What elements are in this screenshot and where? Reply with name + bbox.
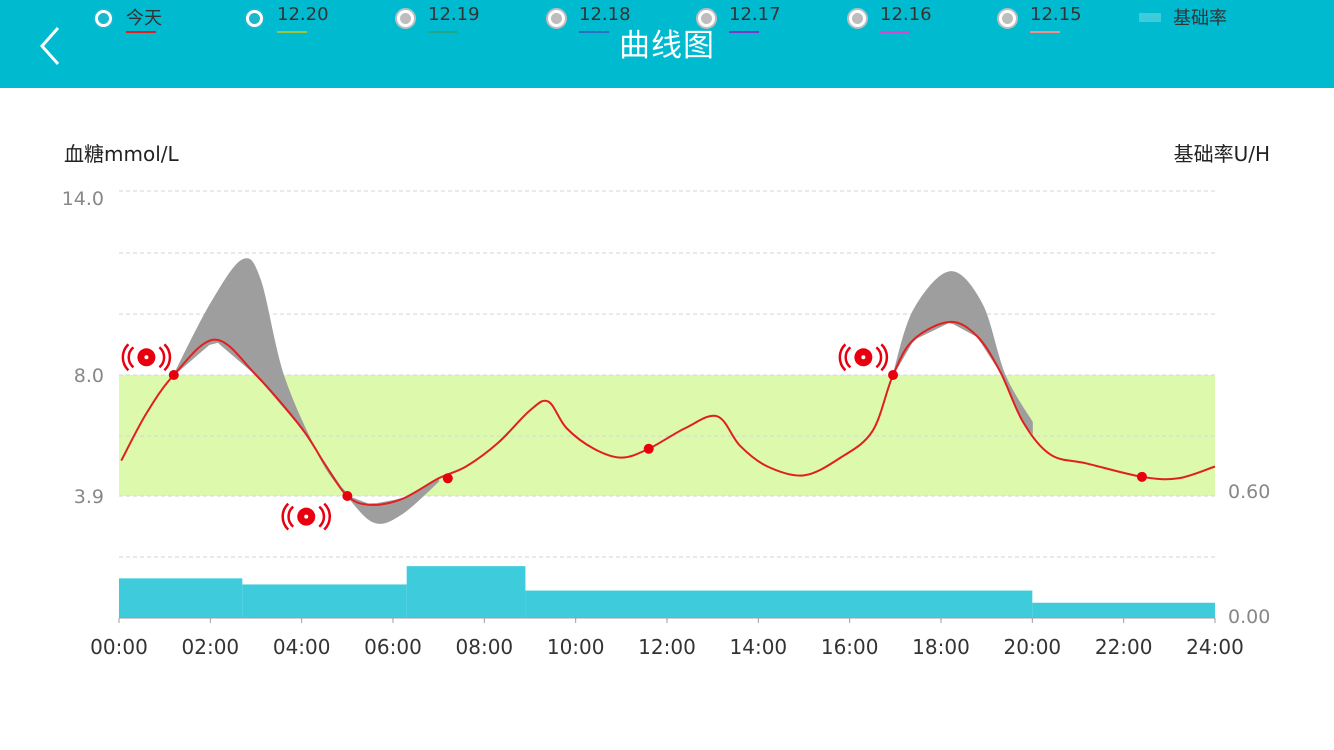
basal-bar [406, 566, 526, 618]
y-right-tick-label: 0.00 [1228, 606, 1270, 628]
x-tick-label: 16:00 [821, 635, 879, 659]
alarm-icon [838, 343, 889, 372]
legend-item-basal[interactable]: 基础率 [1139, 0, 1259, 36]
x-tick-label: 04:00 [273, 635, 331, 659]
radio-dot [98, 13, 109, 24]
x-tick-label: 02:00 [182, 635, 240, 659]
radio-unchecked-icon [696, 8, 717, 29]
legend-item[interactable]: 12.17 [696, 0, 816, 36]
page-title: 曲线图 [619, 28, 715, 64]
radio-dot [1002, 13, 1013, 24]
legend-label: 12.20 [277, 4, 329, 25]
legend-label: 12.17 [729, 4, 781, 25]
x-tick-label: 14:00 [730, 635, 788, 659]
x-tick-label: 00:00 [90, 635, 148, 659]
radio-dot [701, 13, 712, 24]
y-right-tick-label: 0.60 [1228, 481, 1270, 503]
legend-label: 12.16 [880, 4, 932, 25]
right-axis-title: 基础率U/H [1173, 142, 1270, 166]
radio-dot [551, 13, 562, 24]
data-point [1136, 471, 1147, 482]
x-tick-label: 20:00 [1004, 635, 1062, 659]
back-button[interactable] [28, 20, 76, 68]
y-left-tick-label: 3.9 [74, 486, 104, 508]
basal-bar [525, 590, 1033, 618]
legend-color-line [277, 31, 307, 33]
radio-unchecked-icon [997, 8, 1018, 29]
x-tick-label: 10:00 [547, 635, 605, 659]
legend-color-line [428, 31, 458, 33]
radio-unchecked-icon [847, 8, 868, 29]
basal-bar [119, 578, 243, 618]
app-header: 曲线图 [0, 0, 1334, 88]
data-point [888, 370, 899, 380]
legend-item[interactable]: 12.18 [546, 0, 666, 36]
basal-bar [242, 584, 407, 618]
legend-color-line [729, 31, 759, 33]
y-left-tick-label: 8.0 [74, 365, 104, 387]
alarm-icon [121, 343, 172, 372]
legend-item[interactable]: 12.15 [997, 0, 1117, 36]
x-tick-label: 08:00 [456, 635, 514, 659]
x-tick-label: 12:00 [638, 635, 696, 659]
chevron-left-icon [39, 27, 60, 65]
data-point [442, 473, 453, 484]
legend-color-line [1030, 31, 1060, 33]
legend-item[interactable]: 12.19 [395, 0, 515, 36]
legend-item[interactable]: 今天 [93, 0, 213, 36]
radio-dot [852, 13, 863, 24]
legend-color-line [579, 31, 609, 33]
x-tick-label: 06:00 [364, 635, 422, 659]
x-tick-label: 24:00 [1186, 635, 1244, 659]
radio-dot [249, 13, 260, 24]
radio-checked-icon [93, 8, 114, 29]
legend-item[interactable]: 12.20 [244, 0, 364, 36]
x-tick-label: 18:00 [912, 635, 970, 659]
basal-swatch [1139, 13, 1161, 22]
radio-dot [400, 13, 411, 24]
legend-label: 12.15 [1030, 4, 1082, 25]
series-area-12-20 [892, 271, 1033, 435]
y-left-tick-label: 14.0 [62, 188, 104, 210]
data-point [342, 491, 353, 501]
radio-unchecked-icon [395, 8, 416, 29]
legend-color-line [126, 31, 156, 33]
data-point [643, 443, 654, 454]
radio-unchecked-icon [546, 8, 567, 29]
alarm-icon [281, 502, 331, 531]
left-axis-title: 血糖mmol/L [64, 142, 179, 166]
legend-item[interactable]: 12.16 [847, 0, 967, 36]
legend-label: 基础率 [1173, 8, 1227, 29]
glucose-chart: 00:00 02:00 04:00 06:00 08:00 10:00 12:00 14:00… [62, 188, 1271, 659]
legend-label: 12.18 [579, 4, 631, 25]
legend-color-line [880, 31, 910, 33]
legend-label: 12.19 [428, 4, 480, 25]
basal-bar [1032, 602, 1215, 618]
data-point [168, 370, 179, 380]
legend-label: 今天 [126, 8, 162, 29]
radio-checked-icon [244, 8, 265, 29]
x-tick-label: 22:00 [1095, 635, 1153, 659]
